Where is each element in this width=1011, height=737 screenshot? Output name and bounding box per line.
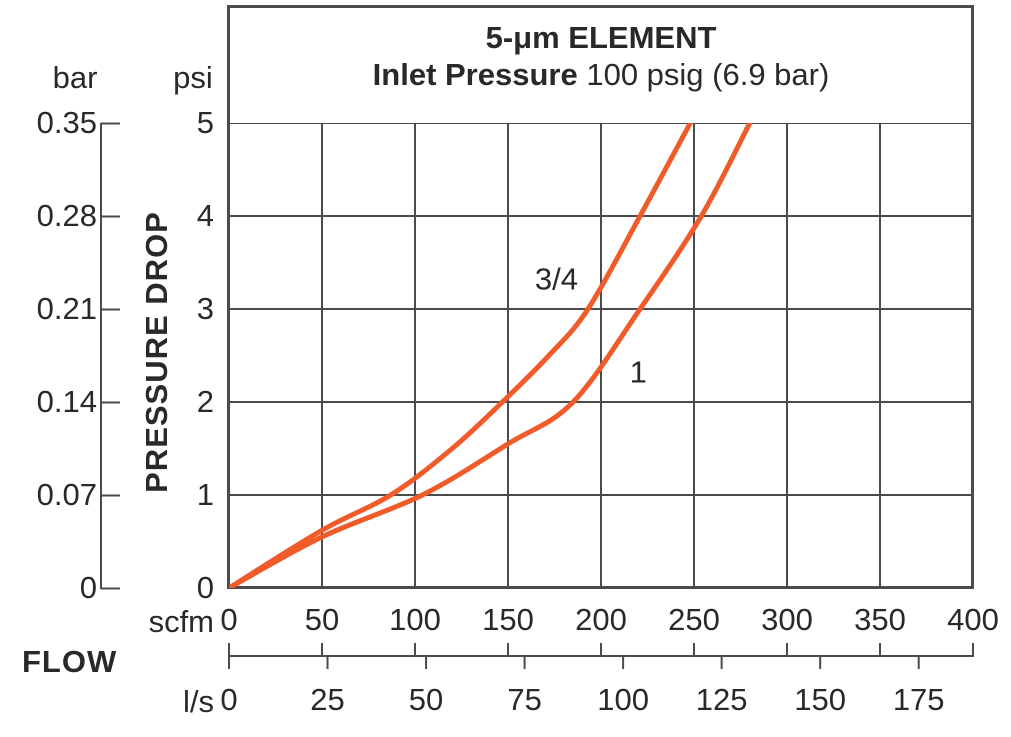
chart-title-line2-bold: Inlet Pressure <box>372 57 578 92</box>
bar-tick-label-0.35: 0.35 <box>36 105 97 140</box>
scfm-tick-label-250: 250 <box>668 602 720 637</box>
bar-scale-bracket-axis <box>100 122 120 590</box>
psi-tick-label-2: 2 <box>196 384 214 419</box>
scfm-tick-label-50: 50 <box>304 602 340 637</box>
scfm-tick-label-300: 300 <box>761 602 813 637</box>
psi-tick-label-4: 4 <box>196 198 214 233</box>
chart-title-line1: 5-μm ELEMENT <box>485 20 717 55</box>
ls-tick-label-100: 100 <box>597 682 649 717</box>
ls-tick-label-25: 25 <box>310 682 345 717</box>
scfm-tick-label-100: 100 <box>389 602 441 637</box>
psi-tick-label-1: 1 <box>196 477 214 512</box>
bar-tick-label-0.21: 0.21 <box>36 291 97 326</box>
ls-tick-label-0: 0 <box>220 682 238 717</box>
bar-tick-label-0.07: 0.07 <box>36 477 97 512</box>
curve-1 <box>229 123 753 588</box>
bar-tick-label-0: 0 <box>79 570 97 605</box>
ls-tick-label-125: 125 <box>695 682 748 717</box>
bar-tick-label-0.14: 0.14 <box>36 384 97 419</box>
ls-tick-label-175: 175 <box>892 682 945 717</box>
ls-unit-label: l/s <box>183 684 214 719</box>
psi-tick-label-0: 0 <box>196 570 214 605</box>
psi-tick-label-3: 3 <box>196 291 214 326</box>
ls-tick-label-150: 150 <box>794 682 847 717</box>
flow-ruler-axis <box>228 643 974 669</box>
chart-title-line2: Inlet Pressure 100 psig (6.9 bar) <box>229 56 973 93</box>
scfm-tick-label-200: 200 <box>575 602 627 637</box>
ls-tick-label-50: 50 <box>408 682 444 717</box>
scfm-unit-label: scfm <box>148 604 214 639</box>
psi-unit-label: psi <box>173 60 213 95</box>
scfm-tick-label-350: 350 <box>854 602 906 637</box>
curve-label-3-4: 3/4 <box>535 261 578 296</box>
bar-tick-label-0.28: 0.28 <box>36 198 97 233</box>
ls-tick-label-75: 75 <box>507 682 542 717</box>
psi-tick-label-5: 5 <box>196 105 214 140</box>
curve-3-4 <box>229 123 693 588</box>
chart-title: 5-μm ELEMENT Inlet Pressure 100 psig (6.… <box>229 19 973 93</box>
scfm-tick-label-150: 150 <box>482 602 534 637</box>
curve-label-1: 1 <box>630 354 647 389</box>
scfm-tick-label-400: 400 <box>947 602 999 637</box>
plot-grid-and-curves: 3/4 1 <box>229 123 973 588</box>
chart-title-line2-rest: 100 psig (6.9 bar) <box>577 57 830 92</box>
scfm-tick-label-0: 0 <box>220 602 238 637</box>
bar-unit-label: bar <box>52 60 98 95</box>
x-axis-title: FLOW <box>22 644 118 679</box>
y-axis-title: PRESSURE DROP <box>139 211 174 493</box>
